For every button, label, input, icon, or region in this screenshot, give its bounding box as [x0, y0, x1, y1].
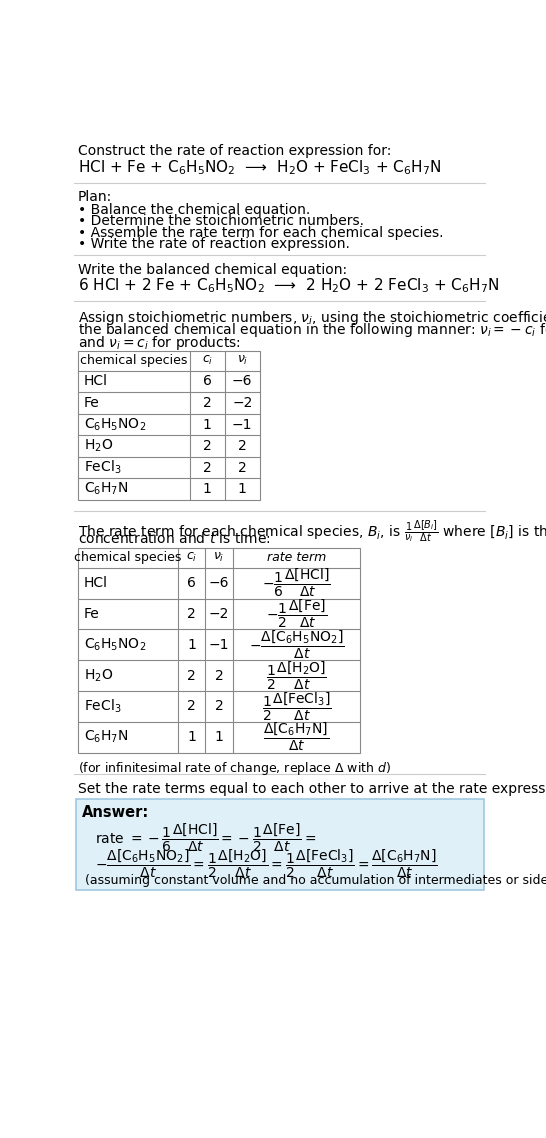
Text: H$_2$O: H$_2$O — [84, 667, 113, 684]
Text: −6: −6 — [209, 576, 229, 591]
Text: 1: 1 — [203, 483, 212, 496]
Text: • Assemble the rate term for each chemical species.: • Assemble the rate term for each chemic… — [78, 225, 443, 240]
Text: • Balance the chemical equation.: • Balance the chemical equation. — [78, 203, 310, 216]
Text: 2: 2 — [203, 461, 212, 475]
Bar — [78, 547, 360, 752]
Text: $-\dfrac{\Delta[\mathrm{C_6H_5NO_2}]}{\Delta t} = \dfrac{1}{2}\dfrac{\Delta[\mat: $-\dfrac{\Delta[\mathrm{C_6H_5NO_2}]}{\D… — [94, 848, 437, 881]
Text: Construct the rate of reaction expression for:: Construct the rate of reaction expressio… — [78, 145, 391, 158]
Text: 1: 1 — [203, 418, 212, 431]
Text: HCl: HCl — [84, 576, 108, 591]
Text: 2: 2 — [187, 668, 196, 683]
Text: $-\dfrac{1}{2}\dfrac{\Delta[\mathrm{Fe}]}{\Delta t}$: $-\dfrac{1}{2}\dfrac{\Delta[\mathrm{Fe}]… — [266, 597, 327, 630]
Text: chemical species: chemical species — [74, 551, 182, 564]
Text: C$_6$H$_7$N: C$_6$H$_7$N — [84, 481, 128, 497]
Text: Write the balanced chemical equation:: Write the balanced chemical equation: — [78, 263, 347, 277]
Text: −1: −1 — [209, 637, 229, 652]
Text: FeCl$_3$: FeCl$_3$ — [84, 459, 121, 477]
Text: and $\nu_i = c_i$ for products:: and $\nu_i = c_i$ for products: — [78, 333, 240, 352]
Text: C$_6$H$_5$NO$_2$: C$_6$H$_5$NO$_2$ — [84, 417, 146, 432]
Text: $\dfrac{\Delta[\mathrm{C_6H_7N}]}{\Delta t}$: $\dfrac{\Delta[\mathrm{C_6H_7N}]}{\Delta… — [263, 721, 330, 753]
Text: H$_2$O: H$_2$O — [84, 438, 113, 454]
Text: concentration and $t$ is time:: concentration and $t$ is time: — [78, 530, 270, 546]
Text: $-\dfrac{1}{6}\dfrac{\Delta[\mathrm{HCl}]}{\Delta t}$: $-\dfrac{1}{6}\dfrac{\Delta[\mathrm{HCl}… — [262, 567, 331, 600]
Text: 1: 1 — [238, 483, 247, 496]
Text: 1: 1 — [187, 637, 197, 652]
Text: Set the rate terms equal to each other to arrive at the rate expression:: Set the rate terms equal to each other t… — [78, 782, 546, 795]
Text: the balanced chemical equation in the following manner: $\nu_i = -c_i$ for react: the balanced chemical equation in the fo… — [78, 321, 546, 339]
Text: FeCl$_3$: FeCl$_3$ — [84, 698, 121, 715]
Text: $\nu_i$: $\nu_i$ — [213, 551, 224, 564]
Text: $c_i$: $c_i$ — [186, 551, 198, 564]
Text: 2: 2 — [215, 668, 223, 683]
Text: C$_6$H$_5$NO$_2$: C$_6$H$_5$NO$_2$ — [84, 636, 146, 653]
Text: −2: −2 — [232, 396, 252, 410]
Text: Fe: Fe — [84, 396, 99, 410]
Text: 1: 1 — [187, 731, 197, 744]
Text: 2: 2 — [215, 700, 223, 714]
Text: 6 HCl + 2 Fe + C$_6$H$_5$NO$_2$  ⟶  2 H$_2$O + 2 FeCl$_3$ + C$_6$H$_7$N: 6 HCl + 2 Fe + C$_6$H$_5$NO$_2$ ⟶ 2 H$_2… — [78, 277, 499, 296]
Text: • Write the rate of reaction expression.: • Write the rate of reaction expression. — [78, 238, 349, 251]
Text: −1: −1 — [232, 418, 252, 431]
Text: 6: 6 — [187, 576, 197, 591]
Text: 6: 6 — [203, 374, 212, 388]
Text: 2: 2 — [187, 607, 196, 621]
Text: HCl + Fe + C$_6$H$_5$NO$_2$  ⟶  H$_2$O + FeCl$_3$ + C$_6$H$_7$N: HCl + Fe + C$_6$H$_5$NO$_2$ ⟶ H$_2$O + F… — [78, 158, 441, 176]
Text: • Determine the stoichiometric numbers.: • Determine the stoichiometric numbers. — [78, 214, 364, 229]
Text: chemical species: chemical species — [80, 354, 187, 368]
Text: rate term: rate term — [267, 551, 326, 564]
Text: 2: 2 — [238, 439, 247, 453]
Bar — [78, 351, 260, 500]
Text: Answer:: Answer: — [82, 805, 150, 819]
Text: 2: 2 — [238, 461, 247, 475]
Text: $c_i$: $c_i$ — [201, 354, 213, 368]
Text: Plan:: Plan: — [78, 190, 112, 205]
Text: (for infinitesimal rate of change, replace Δ with $d$): (for infinitesimal rate of change, repla… — [78, 760, 390, 777]
Text: C$_6$H$_7$N: C$_6$H$_7$N — [84, 729, 128, 745]
Text: (assuming constant volume and no accumulation of intermediates or side products): (assuming constant volume and no accumul… — [85, 874, 546, 888]
FancyBboxPatch shape — [76, 799, 484, 890]
Text: $\dfrac{1}{2}\dfrac{\Delta[\mathrm{FeCl_3}]}{\Delta t}$: $\dfrac{1}{2}\dfrac{\Delta[\mathrm{FeCl_… — [262, 690, 331, 723]
Text: 2: 2 — [203, 439, 212, 453]
Text: $\nu_i$: $\nu_i$ — [236, 354, 248, 368]
Text: Fe: Fe — [84, 607, 99, 621]
Text: 2: 2 — [187, 700, 196, 714]
Text: −6: −6 — [232, 374, 252, 388]
Text: $-\dfrac{\Delta[\mathrm{C_6H_5NO_2}]}{\Delta t}$: $-\dfrac{\Delta[\mathrm{C_6H_5NO_2}]}{\D… — [249, 628, 344, 661]
Text: rate $= -\dfrac{1}{6}\dfrac{\Delta[\mathrm{HCl}]}{\Delta t} = -\dfrac{1}{2}\dfra: rate $= -\dfrac{1}{6}\dfrac{\Delta[\math… — [94, 822, 316, 855]
Text: Assign stoichiometric numbers, $\nu_i$, using the stoichiometric coefficients, $: Assign stoichiometric numbers, $\nu_i$, … — [78, 310, 546, 327]
Text: 2: 2 — [203, 396, 212, 410]
Text: −2: −2 — [209, 607, 229, 621]
Text: 1: 1 — [215, 731, 223, 744]
Text: The rate term for each chemical species, $B_i$, is $\frac{1}{\nu_i}\frac{\Delta[: The rate term for each chemical species,… — [78, 519, 546, 544]
Text: HCl: HCl — [84, 374, 108, 388]
Text: $\dfrac{1}{2}\dfrac{\Delta[\mathrm{H_2O}]}{\Delta t}$: $\dfrac{1}{2}\dfrac{\Delta[\mathrm{H_2O}… — [266, 659, 327, 692]
